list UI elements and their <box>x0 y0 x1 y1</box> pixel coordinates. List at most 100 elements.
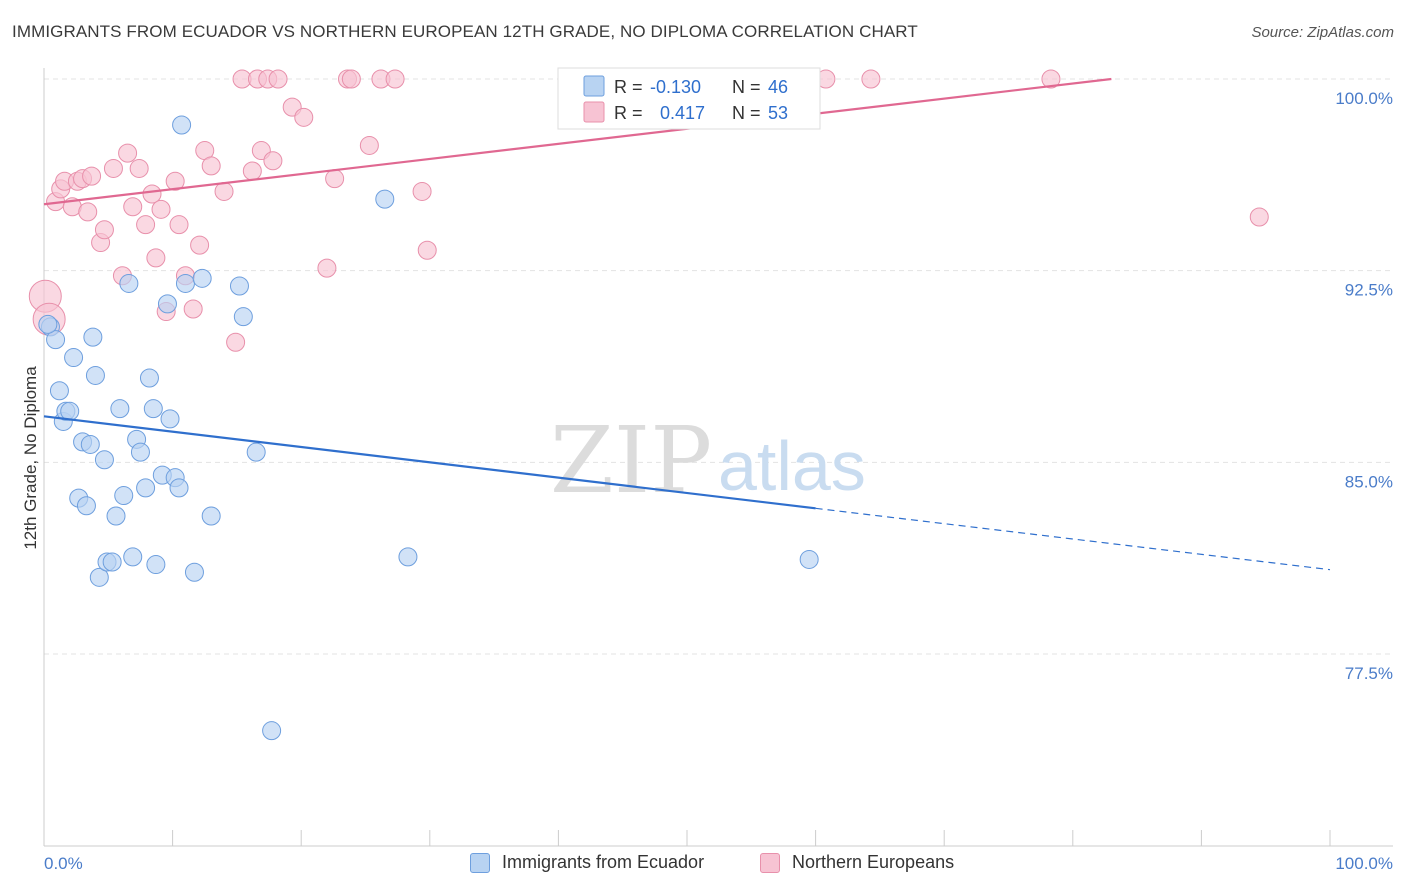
northern-europeans-point <box>317 258 337 278</box>
y-axis-label: 12th Grade, No Diploma <box>21 366 40 550</box>
ecuador-point <box>76 496 96 516</box>
northern-europeans-point <box>165 171 185 191</box>
ecuador-point <box>85 365 105 385</box>
ecuador-point <box>49 381 69 401</box>
ecuador-point <box>136 478 156 498</box>
x-tick-label-min: 0.0% <box>44 854 83 873</box>
northern-europeans-point <box>183 299 203 319</box>
northern-europeans-point <box>1041 69 1061 89</box>
ecuador-point <box>89 567 109 587</box>
northern-europeans-point <box>103 158 123 178</box>
northern-europeans-point <box>226 332 246 352</box>
ecuador-point <box>184 562 204 582</box>
ecuador-point <box>175 273 195 293</box>
ecuador-point <box>233 307 253 327</box>
x-tick-label-max: 100.0% <box>1335 854 1393 873</box>
y-tick-labels: 77.5% 85.0% 92.5% 100.0% <box>1335 89 1393 683</box>
y-tick-label: 100.0% <box>1335 89 1393 108</box>
legend-swatch-northern-europeans <box>760 852 780 873</box>
legend-label-ecuador: Immigrants from Ecuador <box>502 852 705 872</box>
legend-swatch-pink <box>583 101 605 123</box>
ecuador-point <box>46 330 66 350</box>
ecuador-point <box>201 506 221 526</box>
northern-europeans-point <box>78 202 98 222</box>
northern-europeans-point <box>341 69 361 89</box>
ecuador-point <box>106 506 126 526</box>
northern-europeans-point <box>412 181 432 201</box>
northern-europeans-point <box>268 69 288 89</box>
northern-europeans-point <box>142 184 162 204</box>
source-credit: Source: ZipAtlas.com <box>1251 24 1394 41</box>
northern-europeans-point <box>94 220 114 240</box>
northern-europeans-trend-line <box>43 77 1112 206</box>
bottom-legend: Immigrants from Ecuador Northern Europea… <box>0 852 1406 878</box>
axes <box>43 68 1393 847</box>
y-tick-label: 92.5% <box>1345 281 1393 300</box>
ecuador-trend-extension <box>815 507 1331 571</box>
ecuador-point <box>123 547 143 567</box>
northern-europeans-point <box>123 197 143 217</box>
ecuador-points <box>38 115 819 741</box>
ecuador-point <box>64 348 84 368</box>
ecuador-point <box>262 721 282 741</box>
legend-n-label-blue: N = <box>732 77 761 97</box>
ecuador-point <box>229 276 249 296</box>
northern-europeans-point <box>325 169 345 189</box>
ecuador-point <box>94 450 114 470</box>
correlation-legend: R = -0.130 N = 46 R = 0.417 N = 53 <box>557 67 821 130</box>
ecuador-point <box>60 401 80 421</box>
legend-n-value-blue: 46 <box>768 77 788 97</box>
northern-europeans-point <box>190 235 210 255</box>
ecuador-point <box>246 442 266 462</box>
northern-europeans-point <box>146 248 166 268</box>
watermark-atlas: atlas <box>718 427 866 505</box>
ecuador-point <box>192 268 212 288</box>
northern-europeans-point <box>118 143 138 163</box>
northern-europeans-point <box>1249 207 1269 227</box>
ecuador-point <box>398 547 418 567</box>
northern-europeans-point <box>861 69 881 89</box>
ecuador-point <box>172 115 192 135</box>
northern-europeans-points <box>28 69 1269 352</box>
northern-europeans-point <box>136 215 156 235</box>
legend-item-ecuador[interactable]: Immigrants from Ecuador <box>470 852 704 873</box>
watermark: ZIP atlas <box>550 407 866 514</box>
northern-europeans-point <box>242 161 262 181</box>
northern-europeans-point <box>294 107 314 127</box>
legend-r-label-blue: R = <box>614 77 643 97</box>
ecuador-point <box>114 486 134 506</box>
legend-r-value-pink: 0.417 <box>660 103 705 123</box>
ecuador-point <box>130 442 150 462</box>
trend-lines <box>43 77 1331 571</box>
northern-europeans-point <box>263 151 283 171</box>
y-tick-label: 77.5% <box>1345 664 1393 683</box>
northern-europeans-point <box>201 156 221 176</box>
ecuador-point <box>146 555 166 575</box>
ecuador-point <box>102 552 122 572</box>
ecuador-point <box>160 409 180 429</box>
northern-europeans-point <box>417 240 437 260</box>
northern-europeans-point <box>82 166 102 186</box>
legend-r-value-blue: -0.130 <box>650 77 701 97</box>
x-tick-marks <box>43 830 1331 846</box>
ecuador-trend-line <box>43 415 816 510</box>
northern-europeans-point <box>169 215 189 235</box>
northern-europeans-point <box>385 69 405 89</box>
legend-n-value-pink: 53 <box>768 103 788 123</box>
legend-item-northern-europeans[interactable]: Northern Europeans <box>760 852 954 873</box>
legend-r-label-pink: R = <box>614 103 643 123</box>
ecuador-point <box>38 314 58 334</box>
legend-swatch-ecuador <box>470 852 490 873</box>
northern-europeans-point <box>359 135 379 155</box>
chart-title: IMMIGRANTS FROM ECUADOR VS NORTHERN EURO… <box>12 22 918 41</box>
legend-n-label-pink: N = <box>732 103 761 123</box>
ecuador-point <box>119 273 139 293</box>
ecuador-point <box>169 478 189 498</box>
ecuador-point <box>143 399 163 419</box>
ecuador-point <box>83 327 103 347</box>
legend-swatch-blue <box>583 75 605 97</box>
legend-label-northern-europeans: Northern Europeans <box>792 852 955 872</box>
ecuador-point <box>80 434 100 454</box>
ecuador-point <box>139 368 159 388</box>
